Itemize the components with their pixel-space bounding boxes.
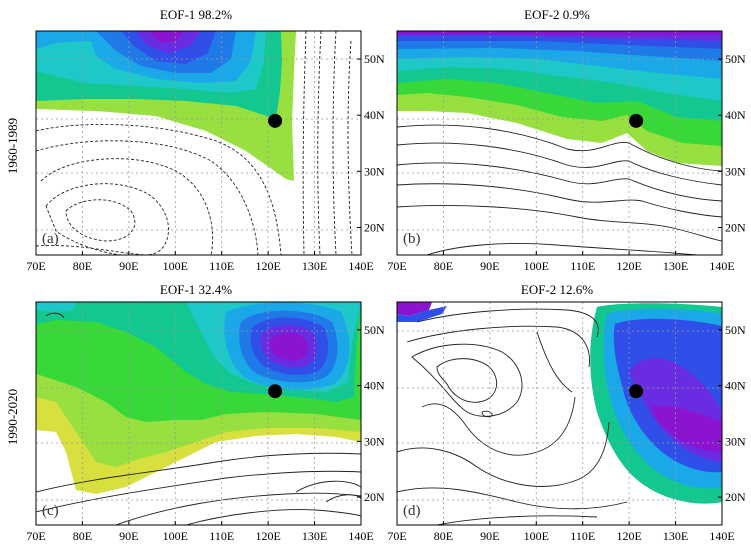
panel-b-xtick-140E: 140E (709, 259, 734, 273)
panel-c-xtick-70E: 70E (26, 529, 45, 543)
panel-a-xtick-70E: 70E (26, 259, 45, 273)
panel-c-xtick-100E: 100E (163, 529, 188, 543)
panel-c-title: EOF-1 32.4% (160, 282, 232, 297)
panel-c-xtick-120E: 120E (255, 529, 280, 543)
panel-d-station-marker (629, 384, 644, 399)
panel-b-fill (397, 31, 722, 166)
panel-a-ytick-30N: 30N (364, 164, 385, 178)
panel-a-grid (36, 31, 361, 255)
panel-d-ytick-40N: 40N (725, 379, 746, 393)
panel-d-title: EOF-2 12.6% (521, 282, 593, 297)
panel-b-xtick-70E: 70E (387, 259, 406, 273)
panel-c-xtick-90E: 90E (119, 529, 138, 543)
row-label-1960-1989: 1960-1989 (5, 118, 20, 174)
panel-a-xtick-80E: 80E (73, 259, 92, 273)
panel-a-ytick-50N: 50N (364, 52, 385, 66)
panel-d-contours (397, 308, 628, 525)
panel-a-xtick-140E: 140E (348, 259, 373, 273)
panel-d-xtick-100E: 100E (524, 529, 549, 543)
panel-b-station-marker (629, 113, 644, 128)
panel-a-xtick-90E: 90E (119, 259, 138, 273)
panel-d-ytick-50N: 50N (725, 323, 746, 337)
panel-d: EOF-2 12.6% (396, 282, 723, 526)
panel-b-xtick-80E: 80E (434, 259, 453, 273)
panel-b-xtick-130E: 130E (663, 259, 688, 273)
markers-layer (268, 113, 644, 399)
panel-c-ytick-50N: 50N (364, 323, 385, 337)
panel-a-title: EOF-1 98.2% (160, 7, 232, 22)
panel-b-grid (397, 31, 722, 255)
panel-b-xtick-120E: 120E (616, 259, 641, 273)
panel-c-xtick-110E: 110E (209, 529, 234, 543)
panel-c-contours (36, 312, 361, 525)
panel-c-fill (36, 302, 361, 494)
panel-d-ytick-20N: 20N (725, 490, 746, 504)
panel-d-xtick-80E: 80E (434, 529, 453, 543)
panel-b-xtick-90E: 90E (480, 259, 499, 273)
panel-c-station-marker (268, 384, 283, 399)
panel-a-ytick-20N: 20N (364, 220, 385, 234)
panel-c-tag: (c) (42, 503, 59, 519)
panel-a-xtick-110E: 110E (209, 259, 234, 273)
panel-b-tag: (b) (403, 231, 421, 247)
panel-d-xtick-110E: 110E (570, 529, 595, 543)
panel-d-fill (397, 302, 722, 504)
panel-b-ytick-30N: 30N (725, 164, 746, 178)
panel-c-ytick-30N: 30N (364, 434, 385, 448)
panel-a: EOF-1 98.2% (35, 7, 362, 256)
panel-b-ytick-40N: 40N (725, 108, 746, 122)
panel-b-xtick-100E: 100E (524, 259, 549, 273)
panel-a-fill (36, 31, 296, 181)
panel-a-tag: (a) (42, 231, 59, 247)
panel-c-ytick-20N: 20N (364, 490, 385, 504)
panel-b: EOF-2 0.9% (396, 7, 723, 256)
panel-a-xtick-100E: 100E (163, 259, 188, 273)
panel-b-contours (397, 124, 722, 255)
panel-b-ytick-20N: 20N (725, 220, 746, 234)
panel-d-xtick-120E: 120E (616, 529, 641, 543)
panel-d-xtick-140E: 140E (709, 529, 734, 543)
panel-d-xtick-130E: 130E (663, 529, 688, 543)
panel-a-xtick-130E: 130E (302, 259, 327, 273)
panel-b-xtick-110E: 110E (570, 259, 595, 273)
panel-b-ytick-50N: 50N (725, 52, 746, 66)
panel-d-ytick-30N: 30N (725, 434, 746, 448)
axes-layer: 70E 80E 90E 100E 110E 120E 130E 140E 50N 40N 30N 20… (26, 52, 746, 543)
panel-d-grid (397, 302, 722, 525)
panel-a-ytick-40N: 40N (364, 108, 385, 122)
row-label-1990-2020: 1990-2020 (5, 389, 20, 445)
panel-a-xtick-120E: 120E (255, 259, 280, 273)
panel-d-tag: (d) (403, 503, 421, 519)
panel-c-xtick-140E: 140E (348, 529, 373, 543)
panel-c-xtick-130E: 130E (302, 529, 327, 543)
panel-c-grid (36, 302, 361, 525)
panel-c: EOF-1 32.4% (35, 282, 362, 526)
panel-b-title: EOF-2 0.9% (524, 7, 590, 22)
panel-c-xtick-80E: 80E (73, 529, 92, 543)
panel-a-station-marker (268, 113, 283, 128)
panel-c-ytick-40N: 40N (364, 379, 385, 393)
panel-d-xtick-90E: 90E (480, 529, 499, 543)
panel-d-xtick-70E: 70E (387, 529, 406, 543)
